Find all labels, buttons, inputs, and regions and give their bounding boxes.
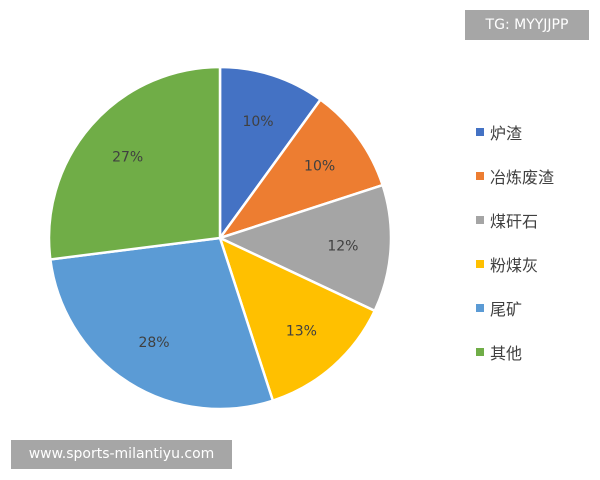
pie-slice-4 bbox=[48, 236, 275, 411]
data-label: 28% bbox=[138, 335, 169, 351]
legend-label: 冶炼废渣 bbox=[490, 168, 555, 187]
data-label: 10% bbox=[304, 159, 335, 175]
data-label: 27% bbox=[112, 150, 143, 166]
legend: 炉渣冶炼废渣煤矸石粉煤灰尾矿其他 bbox=[476, 110, 554, 374]
legend-label: 尾矿 bbox=[490, 300, 523, 319]
pie-slice-3 bbox=[217, 235, 377, 403]
legend-item: 炉渣 bbox=[476, 110, 554, 154]
legend-item: 其他 bbox=[476, 330, 554, 374]
pie-slice-5 bbox=[47, 65, 222, 261]
legend-swatch bbox=[476, 216, 484, 224]
data-label: 12% bbox=[327, 239, 358, 255]
pie-slice-1 bbox=[216, 97, 385, 241]
legend-swatch bbox=[476, 128, 484, 136]
legend-swatch bbox=[476, 304, 484, 312]
legend-swatch bbox=[476, 260, 484, 268]
pie-slice-0 bbox=[218, 65, 323, 242]
legend-swatch bbox=[476, 348, 484, 356]
legend-label: 其他 bbox=[490, 344, 523, 363]
legend-item: 粉煤灰 bbox=[476, 242, 554, 286]
data-label: 13% bbox=[286, 323, 317, 339]
legend-label: 炉渣 bbox=[490, 124, 523, 143]
watermark-top: TG: MYYJJPP bbox=[465, 10, 589, 40]
legend-label: 煤矸石 bbox=[490, 212, 539, 231]
legend-item: 尾矿 bbox=[476, 286, 554, 330]
legend-item: 冶炼废渣 bbox=[476, 154, 554, 198]
watermark-bottom: www.sports-milantiyu.com bbox=[11, 440, 232, 469]
data-label: 10% bbox=[242, 114, 273, 130]
legend-swatch bbox=[476, 172, 484, 180]
legend-label: 粉煤灰 bbox=[490, 256, 539, 275]
pie-slice-2 bbox=[216, 183, 393, 313]
legend-item: 煤矸石 bbox=[476, 198, 554, 242]
